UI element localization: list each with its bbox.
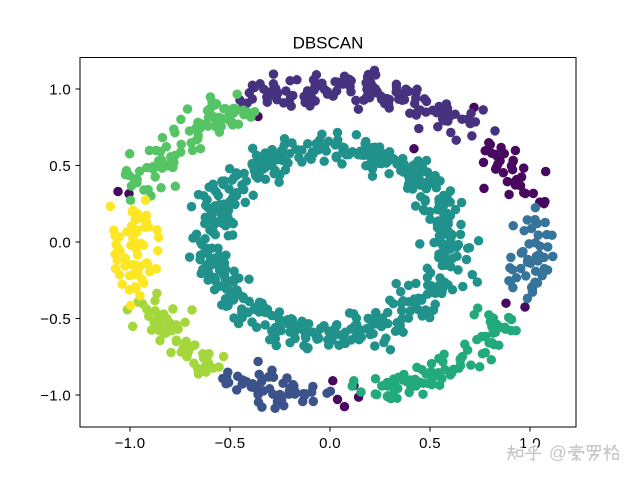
svg-text:−0.5: −0.5 — [40, 311, 71, 328]
svg-text:1.0: 1.0 — [49, 82, 71, 99]
svg-text:0.5: 0.5 — [419, 435, 441, 452]
svg-text:0.0: 0.0 — [319, 435, 341, 452]
svg-text:0.5: 0.5 — [49, 158, 71, 175]
svg-text:DBSCAN: DBSCAN — [293, 34, 364, 53]
svg-text:0.0: 0.0 — [49, 235, 71, 252]
svg-text:@: @ — [549, 443, 567, 463]
svg-text:−1.0: −1.0 — [115, 435, 146, 452]
svg-text:−0.5: −0.5 — [215, 435, 246, 452]
svg-text:@: @ — [548, 441, 566, 461]
svg-text:−1.0: −1.0 — [40, 388, 71, 405]
